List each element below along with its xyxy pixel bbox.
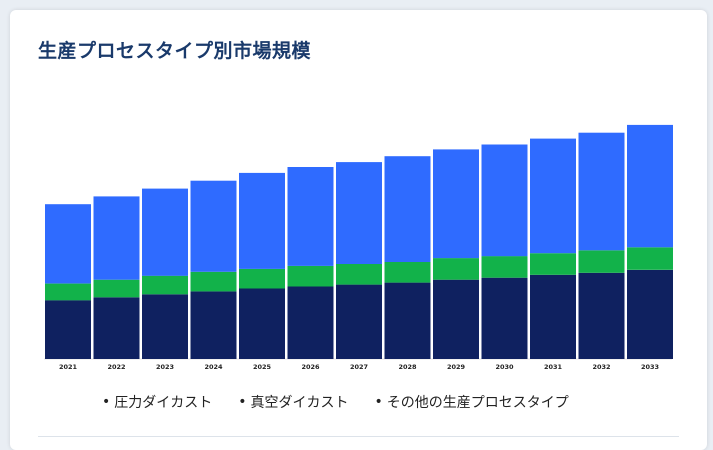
bar-segment-2022-series-0 (93, 297, 140, 359)
bar-segment-2033-series-2 (627, 124, 673, 248)
x-tick-label: 2026 (301, 363, 320, 371)
bar-segment-2024-series-1 (190, 271, 237, 292)
legend-bullet-icon: • (374, 394, 383, 410)
bar-segment-2031-series-1 (530, 253, 576, 275)
bar-segment-2028-series-1 (384, 262, 431, 283)
legend-bullet-icon: • (238, 394, 247, 410)
bar-segment-2033-series-0 (627, 269, 673, 359)
bar-segment-2030-series-2 (481, 144, 528, 257)
bar-segment-2025-series-1 (239, 268, 285, 289)
bar-segment-2030-series-1 (481, 256, 528, 278)
bar-segment-2023-series-1 (142, 275, 188, 295)
bar-segment-2028-series-0 (384, 282, 431, 359)
bar-segment-2026-series-0 (287, 286, 334, 359)
x-tick-label: 2027 (350, 363, 368, 371)
chart-card: 生産プロセスタイプ別市場規模 2021 2022 2023 2024 2025 2026 2… (10, 10, 707, 450)
bar-segment-2026-series-2 (287, 167, 334, 266)
chart-title: 生産プロセスタイプ別市場規模 (38, 40, 312, 62)
x-tick-label: 2023 (156, 363, 174, 371)
legend-label: 圧力ダイカスト (114, 395, 213, 411)
chart-legend: • 圧力ダイカスト • 真空ダイカスト • その他の生産プロセスタイプ (102, 392, 569, 412)
bar-segment-2025-series-0 (239, 288, 285, 359)
bar-segment-2022-series-2 (93, 196, 140, 280)
legend-item-pressure[interactable]: • 圧力ダイカスト (102, 392, 212, 412)
legend-item-vacuum[interactable]: • 真空ダイカスト (238, 392, 348, 412)
x-tick-label: 2029 (447, 363, 466, 371)
bar-segment-2021-series-2 (45, 204, 91, 284)
x-tick-label: 2022 (107, 363, 125, 371)
bar-segment-2027-series-1 (336, 264, 382, 285)
x-tick-label: 2030 (495, 363, 514, 371)
bar-segment-2032-series-0 (578, 272, 625, 359)
stacked-bar-chart: 2021 2022 2023 2024 2025 2026 2027 2028 2029 2030… (44, 124, 673, 371)
x-tick-label: 2025 (253, 363, 272, 371)
legend-label: 真空ダイカスト (250, 395, 349, 411)
bar-segment-2033-series-1 (627, 247, 673, 270)
bar-segment-2027-series-2 (336, 162, 382, 264)
bar-segment-2030-series-0 (481, 277, 528, 359)
bar-segment-2021-series-1 (45, 283, 91, 301)
bar-segment-2025-series-2 (239, 172, 285, 269)
bar-segment-2027-series-0 (336, 284, 382, 359)
x-tick-label: 2032 (592, 363, 610, 371)
x-tick-label: 2031 (544, 363, 563, 371)
bar-segment-2029-series-0 (433, 279, 479, 359)
bar-segment-2024-series-0 (190, 291, 237, 359)
bar-segment-2026-series-1 (287, 265, 334, 287)
bar-segment-2032-series-2 (578, 132, 625, 251)
legend-bullet-icon: • (102, 394, 111, 410)
bar-segment-2031-series-0 (530, 274, 576, 359)
bar-segment-2029-series-1 (433, 258, 479, 280)
bar-segment-2031-series-2 (530, 138, 576, 254)
legend-item-other[interactable]: • その他の生産プロセスタイプ (375, 392, 569, 412)
x-tick-label: 2028 (398, 363, 417, 371)
legend-label: その他の生産プロセスタイプ (386, 395, 569, 411)
bar-segment-2028-series-2 (384, 156, 431, 262)
bar-segment-2023-series-2 (142, 188, 188, 276)
footer-divider (38, 436, 679, 437)
bar-segment-2032-series-1 (578, 250, 625, 273)
bar-segment-2029-series-2 (433, 149, 479, 259)
x-tick-label: 2033 (641, 363, 659, 371)
bar-segment-2021-series-0 (45, 300, 91, 359)
bar-segment-2022-series-1 (93, 279, 140, 298)
bar-segment-2024-series-2 (190, 180, 237, 272)
x-tick-label: 2024 (204, 363, 223, 371)
bar-segment-2023-series-0 (142, 294, 188, 359)
x-tick-label: 2021 (59, 363, 78, 371)
